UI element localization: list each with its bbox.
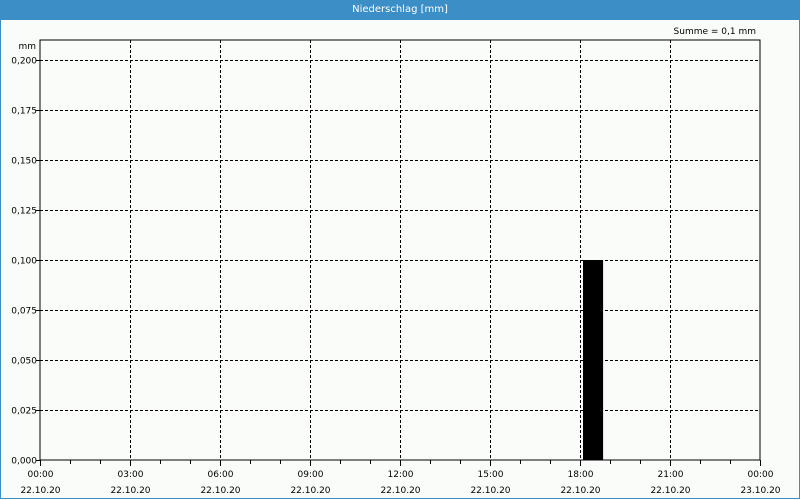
y-tick-label: 0,200 bbox=[11, 57, 37, 67]
x-tick-date: 22.10.20 bbox=[560, 486, 600, 496]
x-tick-time: 18:00 bbox=[568, 470, 594, 480]
x-tick-time: 15:00 bbox=[478, 470, 504, 480]
summary-label: Summe = 0,1 mm bbox=[674, 27, 756, 37]
x-tick-date: 22.10.20 bbox=[380, 486, 420, 496]
y-tick-label: 0,150 bbox=[11, 157, 37, 167]
x-tick-time: 21:00 bbox=[658, 470, 684, 480]
window-title: Niederschlag [mm] bbox=[0, 0, 800, 20]
x-tick-date: 22.10.20 bbox=[20, 486, 60, 496]
x-tick-date: 22.10.20 bbox=[650, 486, 690, 496]
y-tick-label: 0,125 bbox=[11, 207, 37, 217]
y-tick-label: 0,025 bbox=[11, 407, 37, 417]
plot-border bbox=[39, 39, 761, 461]
precipitation-bar bbox=[583, 260, 604, 460]
y-axis-unit: mm bbox=[18, 42, 36, 52]
x-tick-date: 22.10.20 bbox=[470, 486, 510, 496]
x-tick-time: 12:00 bbox=[388, 470, 414, 480]
x-tick-date: 22.10.20 bbox=[200, 486, 240, 496]
y-tick-label: 0,175 bbox=[11, 107, 37, 117]
y-tick-label: 0,050 bbox=[11, 357, 37, 367]
x-tick-date: 22.10.20 bbox=[110, 486, 150, 496]
y-tick-label: 0,000 bbox=[11, 457, 37, 467]
y-tick-label: 0,100 bbox=[11, 257, 37, 267]
x-tick-time: 03:00 bbox=[118, 470, 144, 480]
x-tick-time: 00:00 bbox=[748, 470, 774, 480]
y-tick-label: 0,075 bbox=[11, 307, 37, 317]
x-tick-date: 23.10.20 bbox=[740, 486, 780, 496]
x-tick-date: 22.10.20 bbox=[290, 486, 330, 496]
x-tick-time: 09:00 bbox=[298, 470, 324, 480]
x-tick-time: 06:00 bbox=[208, 470, 234, 480]
x-tick-time: 00:00 bbox=[28, 470, 54, 480]
